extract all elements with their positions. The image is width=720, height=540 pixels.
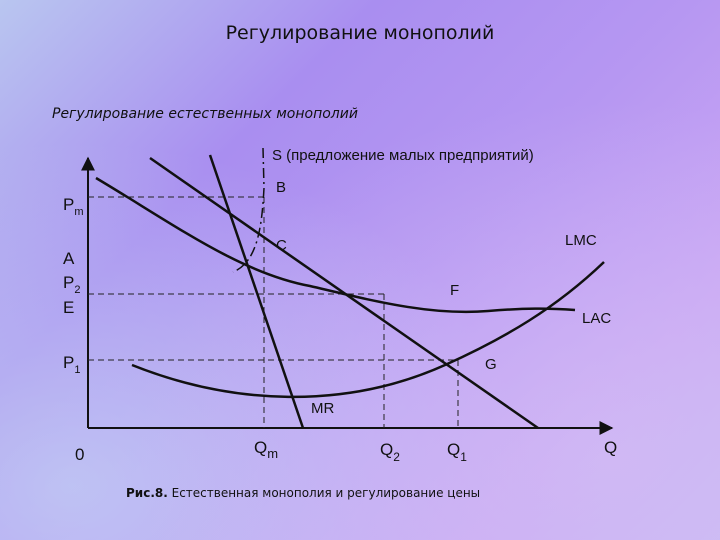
lac-curve: [95, 176, 576, 314]
label-origin: 0: [75, 445, 84, 464]
label-p2: P2: [63, 273, 80, 296]
label-q1: Q1: [447, 440, 467, 464]
label-supply: S (предложение малых предприятий): [272, 147, 534, 164]
label-lmc: LMC: [565, 232, 597, 249]
lmc-curve: [131, 261, 605, 399]
supply-curve-small-firms: [232, 147, 265, 273]
label-lac: LAC: [582, 310, 611, 327]
page-title: Регулирование монополий: [225, 22, 495, 44]
label-f: F: [450, 282, 459, 299]
label-b: B: [276, 179, 286, 196]
label-p1: P1: [63, 353, 80, 376]
label-q: Q: [604, 438, 617, 457]
label-e: E: [63, 298, 74, 317]
label-qm: Qm: [254, 438, 278, 461]
label-q2: Q2: [380, 440, 400, 464]
figure-caption: Рис.8. Естественная монополия и регулиро…: [126, 486, 481, 500]
label-mr: MR: [311, 400, 334, 417]
label-c: C: [276, 237, 287, 254]
label-g: G: [485, 356, 497, 373]
diagram-subtitle: Регулирование естественных монополий: [52, 106, 358, 122]
label-a: A: [63, 249, 75, 268]
label-pm: Pm: [63, 195, 84, 218]
mr-curve: [208, 154, 305, 429]
